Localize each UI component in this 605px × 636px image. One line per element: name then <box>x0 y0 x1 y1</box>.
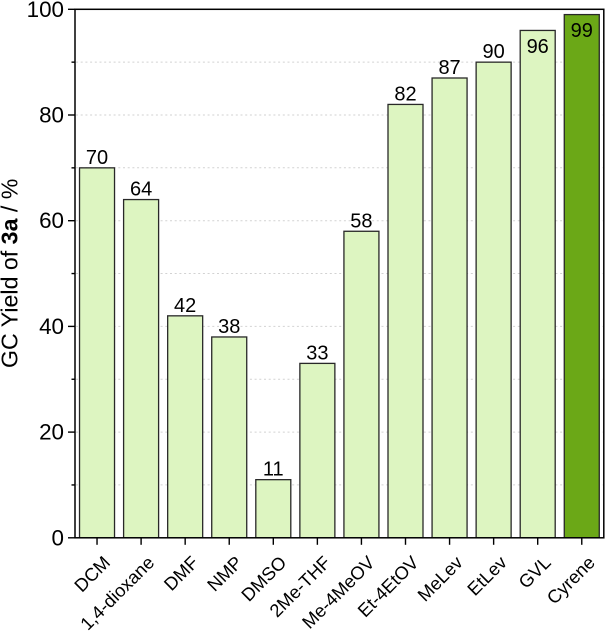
svg-text:20: 20 <box>39 420 64 445</box>
svg-text:42: 42 <box>174 295 196 317</box>
svg-text:38: 38 <box>218 316 240 338</box>
svg-text:96: 96 <box>527 36 549 58</box>
svg-text:0: 0 <box>52 525 64 550</box>
svg-text:80: 80 <box>39 103 64 128</box>
svg-text:64: 64 <box>130 179 152 201</box>
svg-text:100: 100 <box>27 0 64 22</box>
svg-text:GC Yield of 3a / %: GC Yield of 3a / % <box>0 179 23 368</box>
svg-text:99: 99 <box>571 20 593 42</box>
svg-text:58: 58 <box>350 210 372 232</box>
svg-text:87: 87 <box>438 57 460 79</box>
svg-text:90: 90 <box>483 41 505 63</box>
svg-text:82: 82 <box>394 83 416 105</box>
svg-text:11: 11 <box>263 459 284 481</box>
svg-text:70: 70 <box>86 147 108 169</box>
svg-text:40: 40 <box>39 314 64 339</box>
svg-text:60: 60 <box>39 208 64 233</box>
svg-text:33: 33 <box>306 342 328 364</box>
